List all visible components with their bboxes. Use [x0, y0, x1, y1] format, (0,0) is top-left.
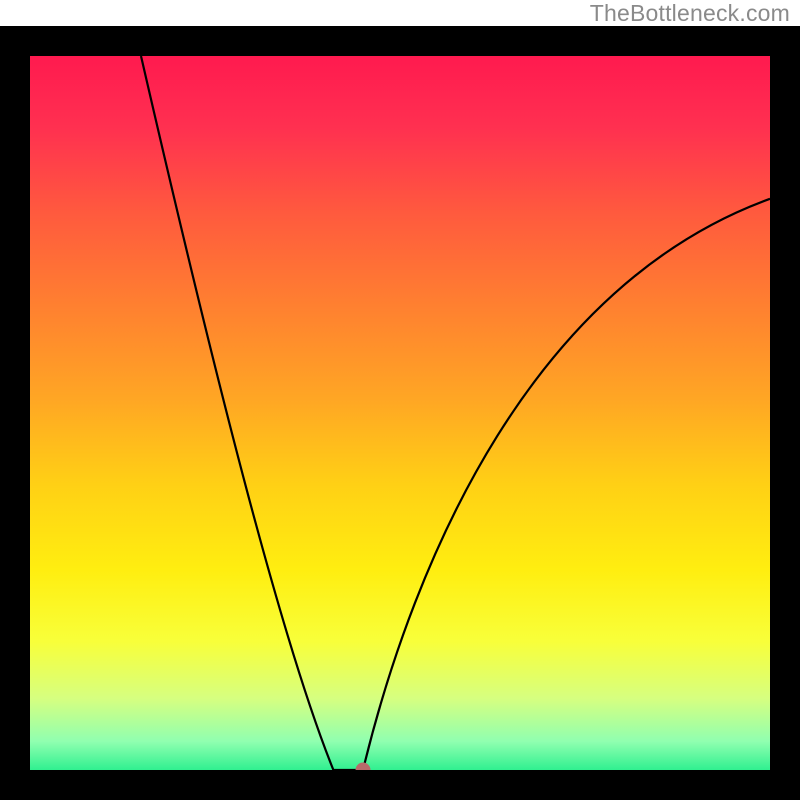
bottleneck-curve-chart — [0, 0, 800, 800]
gradient-background — [30, 56, 770, 770]
chart-stage: TheBottleneck.com — [0, 0, 800, 800]
